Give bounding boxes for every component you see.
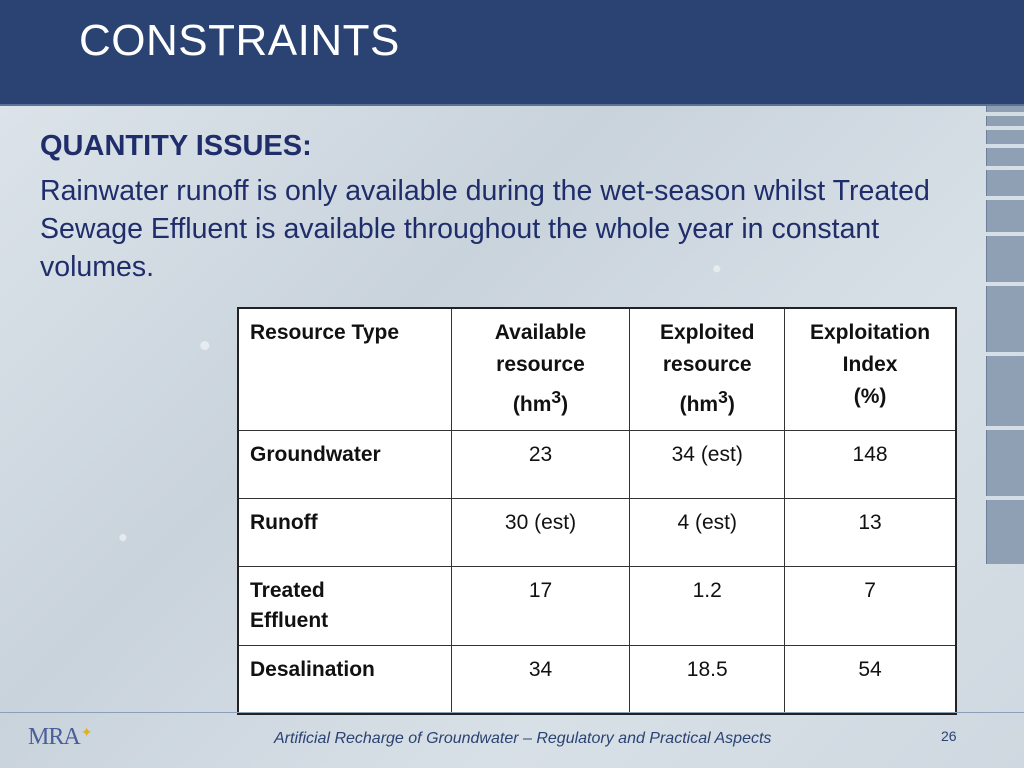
header-available-resource: Available resource (hm3) — [450, 307, 631, 431]
header-unit-close: ) — [561, 393, 569, 416]
logo-text: MRA — [28, 723, 81, 750]
header-unit-sup: 3 — [551, 387, 562, 407]
header-label: Available — [494, 321, 587, 344]
section-heading: QUANTITY ISSUES: — [40, 130, 312, 162]
page-number: 26 — [941, 728, 957, 744]
header-exploitation-index: Exploitation Index (%) — [784, 307, 957, 431]
cell-available: 23 — [450, 430, 631, 499]
header-exploited-resource: Exploited resource (hm3) — [629, 307, 786, 431]
cell-exploited: 18.5 — [629, 645, 786, 714]
header-label: resource — [662, 353, 752, 376]
cell-exploited: 34 (est) — [629, 430, 786, 499]
header-unit-close: ) — [727, 393, 735, 416]
row-name-line: Treated — [250, 579, 325, 602]
header-unit-sup: 3 — [718, 387, 728, 407]
header-label: Index — [842, 353, 898, 376]
cell-index: 7 — [784, 566, 957, 646]
star-icon: ✦ — [80, 725, 93, 741]
row-name-line: Effluent — [250, 609, 329, 632]
cell-available: 30 (est) — [450, 498, 631, 567]
mra-logo: MRA ✦ — [28, 722, 93, 752]
row-name: Treated Effluent — [237, 566, 452, 646]
cell-exploited: 1.2 — [629, 566, 786, 646]
cell-index: 148 — [784, 430, 957, 499]
body-paragraph: Rainwater runoff is only available durin… — [40, 175, 930, 283]
table-row: Treated Effluent 17 1.2 7 — [237, 566, 957, 646]
resource-table: Resource Type Available resource (hm3) E… — [237, 307, 957, 715]
header-label: Resource Type — [250, 321, 399, 344]
footer-caption: Artificial Recharge of Groundwater – Reg… — [274, 730, 772, 747]
cell-index: 13 — [784, 498, 957, 567]
slide-title: CONSTRAINTS — [79, 16, 400, 65]
header-resource-type: Resource Type — [237, 307, 452, 431]
row-name: Groundwater — [237, 430, 452, 499]
row-name: Runoff — [237, 498, 452, 567]
row-name: Desalination — [237, 645, 452, 714]
header-label: (%) — [853, 385, 887, 408]
table-row: Desalination 34 18.5 54 — [237, 645, 957, 714]
cell-exploited: 4 (est) — [629, 498, 786, 567]
header-label: Exploitation — [809, 321, 931, 344]
cell-available: 17 — [450, 566, 631, 646]
header-unit: (hm — [512, 393, 552, 416]
footer-divider — [0, 712, 1024, 713]
table-row: Runoff 30 (est) 4 (est) 13 — [237, 498, 957, 567]
table-header-row: Resource Type Available resource (hm3) E… — [237, 307, 957, 431]
header-unit: (hm — [679, 393, 719, 416]
decorative-stripes — [986, 106, 1024, 568]
title-bar: CONSTRAINTS — [0, 0, 1024, 106]
header-label: resource — [496, 353, 585, 376]
cell-index: 54 — [784, 645, 957, 714]
cell-available: 34 — [450, 645, 631, 714]
header-label: Exploited — [659, 321, 755, 344]
table-row: Groundwater 23 34 (est) 148 — [237, 430, 957, 499]
